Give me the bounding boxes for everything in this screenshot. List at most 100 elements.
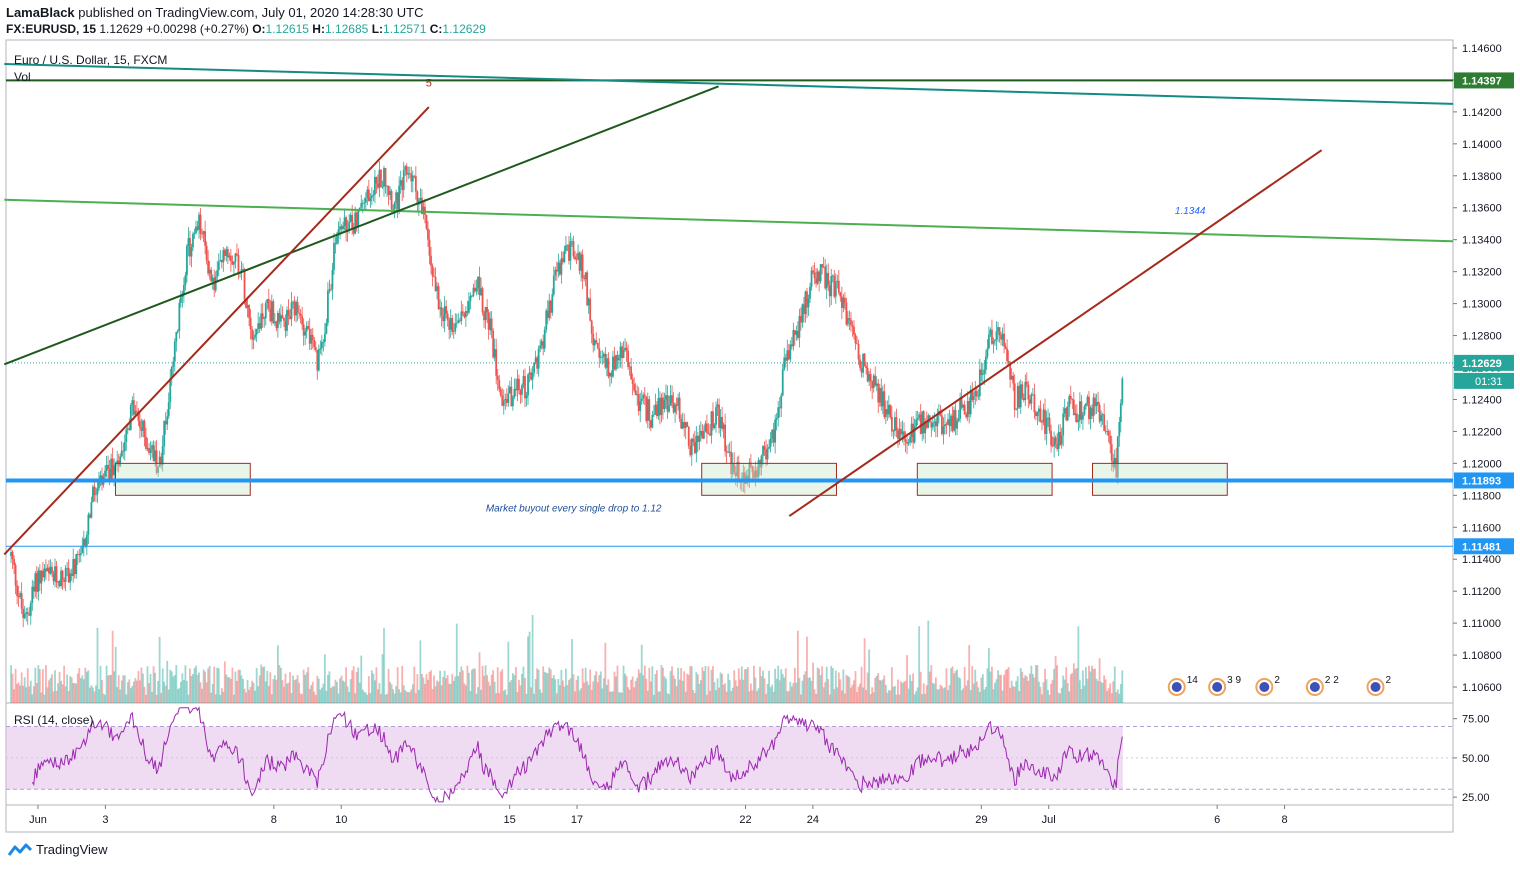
price-tick-label: 1.10600 xyxy=(1462,682,1502,694)
candle-body xyxy=(1044,409,1046,434)
candle-body xyxy=(1053,437,1056,447)
volume-bar xyxy=(765,694,767,703)
candle-body xyxy=(801,304,804,323)
volume-bar xyxy=(1004,670,1007,703)
candle-body xyxy=(452,331,455,333)
candle-body xyxy=(304,331,307,336)
candle-body xyxy=(1109,435,1112,445)
candle-body xyxy=(601,356,604,358)
volume-bar xyxy=(1069,674,1072,703)
candle-body xyxy=(762,446,764,456)
volume-bar xyxy=(123,675,126,703)
publisher-name[interactable]: LamaBlack xyxy=(6,5,75,20)
candle-body xyxy=(1042,409,1045,423)
candle-body xyxy=(895,417,898,431)
candle-body xyxy=(839,292,842,297)
volume-bar xyxy=(502,690,505,703)
tradingview-logo[interactable]: TradingView xyxy=(8,842,108,857)
candle-body xyxy=(533,362,535,373)
candle-body xyxy=(651,414,654,428)
volume-bars xyxy=(10,614,1124,703)
volume-bar xyxy=(23,677,26,703)
volume-bar xyxy=(924,693,927,703)
candle-body xyxy=(763,446,766,450)
candle-body xyxy=(384,168,387,187)
volume-bar xyxy=(439,670,441,703)
candle-body xyxy=(980,369,983,376)
candle-body xyxy=(1092,397,1095,417)
volume-bar xyxy=(425,674,428,703)
volume-bar xyxy=(176,689,179,703)
volume-bar xyxy=(669,671,672,703)
candle-body xyxy=(98,480,100,489)
volume-bar xyxy=(962,688,965,703)
candle-body xyxy=(657,397,660,417)
volume-bar xyxy=(627,687,629,703)
candle-body xyxy=(1062,413,1065,436)
volume-bar xyxy=(88,687,91,703)
candle-body xyxy=(196,226,199,230)
candle-body xyxy=(608,373,611,377)
volume-bar xyxy=(396,667,399,703)
candle-body xyxy=(886,409,889,415)
candle-body xyxy=(187,237,190,246)
volume-bar xyxy=(554,679,557,703)
volume-bar xyxy=(157,680,160,703)
volume-bar xyxy=(912,673,915,703)
volume-bar xyxy=(837,672,840,703)
volume-bar xyxy=(35,683,38,703)
volume-bar xyxy=(890,667,893,703)
candle-body xyxy=(490,318,493,332)
time-tick-label: Jul xyxy=(1042,814,1056,826)
candle-body xyxy=(1057,431,1060,449)
time-tick-label: 22 xyxy=(739,814,751,826)
volume-bar xyxy=(58,671,61,703)
candle-body xyxy=(135,410,138,412)
candle-body xyxy=(759,460,761,468)
candle-body xyxy=(615,355,617,370)
candle-body xyxy=(515,388,517,391)
volume-bar xyxy=(489,685,492,703)
volume-bar xyxy=(1053,668,1056,703)
candle-body xyxy=(850,319,852,326)
candle-body xyxy=(82,538,85,546)
volume-bar xyxy=(1103,675,1106,703)
candle-body xyxy=(254,334,257,338)
candle-body xyxy=(411,175,414,182)
candle-body xyxy=(621,346,623,358)
candle-body xyxy=(386,185,388,187)
volume-bar xyxy=(730,691,733,703)
volume-bar xyxy=(1057,692,1060,703)
volume-bar xyxy=(337,693,340,703)
volume-bar xyxy=(495,693,498,703)
candle-body xyxy=(790,344,793,347)
candle-body xyxy=(572,241,575,257)
candle-body xyxy=(821,264,824,268)
candle-body xyxy=(1027,384,1030,400)
candle-body xyxy=(257,323,260,330)
candle-body xyxy=(719,416,722,429)
volume-bar xyxy=(225,674,228,703)
candle-body xyxy=(524,376,526,399)
volume-bar xyxy=(446,674,449,703)
volume-bar xyxy=(584,667,587,703)
volume-bar xyxy=(222,691,225,703)
candle-body xyxy=(555,269,558,272)
candle-body xyxy=(283,318,285,321)
volume-bar xyxy=(524,678,526,703)
candle-body xyxy=(51,566,53,574)
volume-bar xyxy=(1062,675,1065,703)
volume-bar xyxy=(246,680,249,703)
volume-bar xyxy=(454,676,457,703)
volume-bar xyxy=(234,671,237,703)
volume-bar xyxy=(219,694,222,703)
candle-body xyxy=(748,462,751,479)
volume-bar xyxy=(99,665,102,703)
candle-body xyxy=(784,357,787,361)
candle-body xyxy=(542,341,545,349)
candle-body xyxy=(392,208,395,210)
candle-body xyxy=(208,269,211,274)
volume-bar xyxy=(182,680,185,703)
volume-bar xyxy=(537,669,540,703)
